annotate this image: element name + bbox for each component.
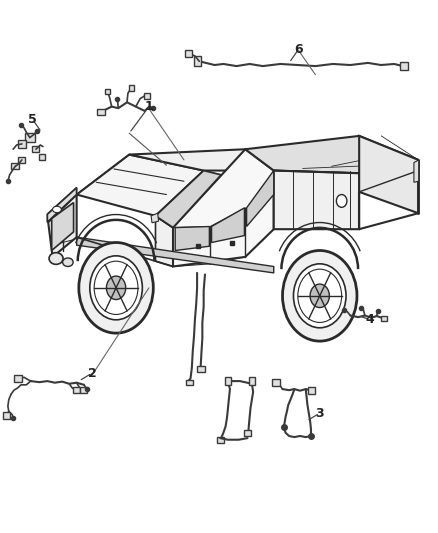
Bar [308,387,315,394]
Circle shape [293,264,346,328]
Bar [197,366,205,372]
Polygon shape [129,149,274,171]
Bar [249,377,255,385]
Bar [18,140,26,148]
Polygon shape [212,208,244,243]
Bar [3,412,10,419]
Ellipse shape [63,258,73,266]
Bar [194,56,201,66]
Text: 5: 5 [28,114,37,126]
Bar [244,430,251,436]
Bar [186,380,193,385]
Circle shape [79,243,153,333]
Bar [39,154,45,160]
Polygon shape [414,160,419,182]
Polygon shape [155,171,221,228]
Bar [144,93,150,99]
Text: 2: 2 [88,367,96,379]
Bar [97,109,105,115]
Polygon shape [77,237,274,273]
Polygon shape [173,149,274,266]
Polygon shape [359,136,418,213]
Text: 4: 4 [366,313,374,326]
Circle shape [310,284,329,308]
Circle shape [106,276,126,300]
Circle shape [283,251,357,341]
Bar [73,387,80,393]
Text: 6: 6 [294,43,303,55]
Ellipse shape [53,206,61,213]
Polygon shape [175,227,209,251]
Bar [32,146,39,152]
Polygon shape [245,136,418,173]
Bar [381,316,387,321]
Bar [18,157,25,163]
Bar [11,163,19,169]
Bar [217,437,224,443]
Bar [272,379,280,386]
Polygon shape [77,155,204,216]
Bar [400,62,408,70]
Text: 3: 3 [315,407,324,419]
Text: 1: 1 [145,100,153,113]
Bar [80,387,87,393]
Ellipse shape [49,253,63,264]
Bar [105,89,110,94]
Polygon shape [47,188,77,222]
Bar [14,375,22,382]
Circle shape [336,195,347,207]
Polygon shape [48,195,77,257]
Polygon shape [155,216,173,266]
Polygon shape [247,171,274,227]
Polygon shape [151,213,159,223]
Circle shape [90,256,142,320]
Bar [185,50,192,57]
Polygon shape [274,171,359,229]
Polygon shape [52,203,74,251]
Bar [129,85,134,91]
Bar [225,377,231,385]
Bar [25,133,35,142]
